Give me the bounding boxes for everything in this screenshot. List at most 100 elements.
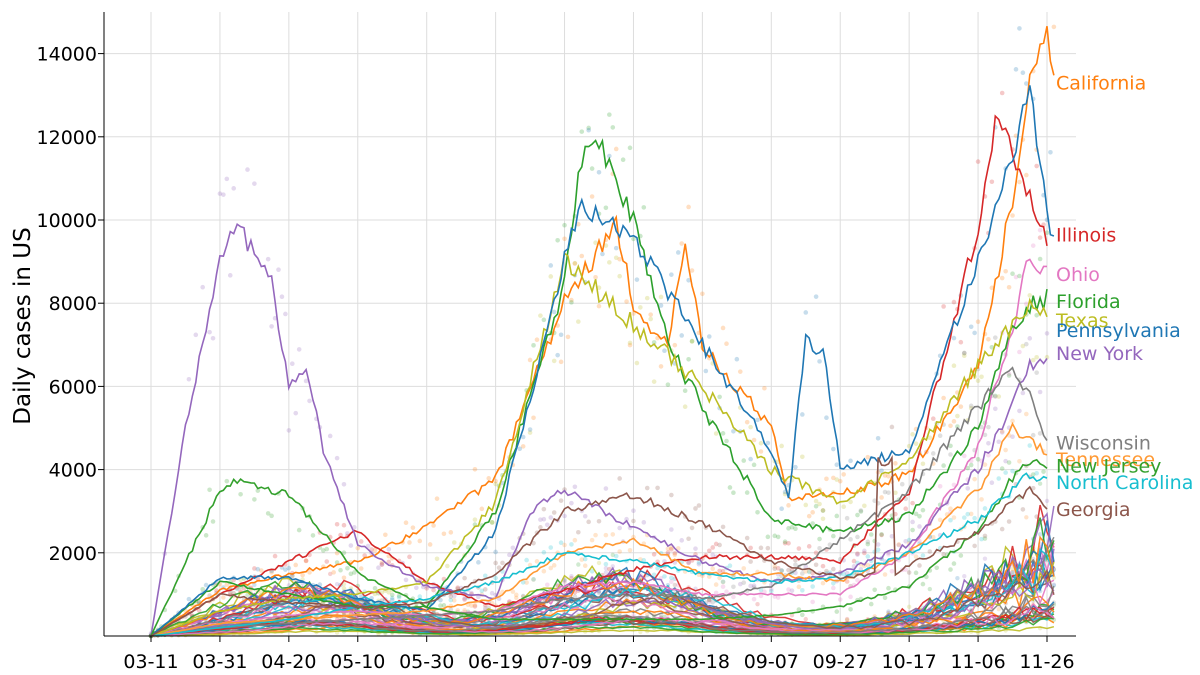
series-point — [844, 515, 850, 521]
series-point — [1034, 163, 1039, 169]
series-point — [720, 524, 726, 530]
series-point — [937, 517, 943, 523]
series-point — [758, 545, 764, 551]
series-point — [913, 511, 919, 517]
series-point — [448, 597, 454, 603]
series-point — [706, 599, 712, 604]
series-point — [224, 582, 230, 587]
series-point — [882, 572, 888, 577]
background-point — [631, 612, 636, 618]
series-point — [775, 534, 781, 540]
series-point — [331, 570, 336, 575]
series-point — [948, 567, 953, 572]
series-point — [586, 519, 591, 525]
state-label-north-carolina: North Carolina — [1056, 472, 1193, 494]
series-point — [572, 261, 578, 266]
series-point — [424, 586, 429, 591]
series-point — [341, 481, 347, 487]
series-point — [948, 423, 953, 429]
series-point — [224, 478, 230, 484]
series-point — [782, 540, 788, 546]
labelled-state-lines — [150, 26, 1055, 637]
series-point — [1044, 230, 1050, 236]
series-point — [482, 587, 488, 592]
series-point — [352, 525, 357, 530]
series-point — [613, 255, 619, 261]
series-point — [534, 559, 540, 564]
series-point — [1020, 70, 1026, 76]
series-point — [358, 539, 364, 544]
series-point — [579, 253, 585, 259]
series-line-georgia — [150, 454, 1048, 637]
series-point — [1017, 26, 1022, 31]
series-point — [348, 543, 354, 548]
series-point — [527, 427, 533, 432]
series-point — [1006, 373, 1012, 378]
series-point — [875, 435, 881, 441]
series-point — [1017, 349, 1022, 355]
series-point — [493, 481, 498, 487]
series-point — [613, 553, 619, 559]
series-point — [955, 413, 960, 419]
series-point — [1010, 213, 1015, 218]
background-point — [334, 582, 340, 587]
x-tick-label: 04-20 — [261, 651, 316, 673]
series-point — [613, 245, 619, 251]
series-point — [438, 603, 443, 608]
series-point — [272, 553, 278, 559]
series-point — [210, 519, 216, 524]
series-point — [920, 507, 926, 513]
series-point — [603, 561, 609, 567]
series-point — [961, 350, 967, 356]
background-point — [562, 578, 567, 583]
background-point — [610, 564, 615, 569]
series-point — [706, 548, 712, 554]
series-point — [238, 491, 243, 497]
series-point — [993, 393, 998, 399]
series-point — [817, 359, 822, 364]
series-point — [803, 502, 809, 508]
series-line-new-jersey — [150, 458, 1048, 637]
series-point — [562, 222, 567, 228]
series-point — [386, 590, 392, 595]
series-point — [1027, 443, 1033, 448]
series-point — [1044, 331, 1050, 336]
series-point — [986, 336, 991, 342]
background-point — [1010, 569, 1015, 575]
series-point — [548, 565, 554, 571]
x-tick-label: 07-09 — [537, 651, 592, 673]
series-point — [689, 268, 695, 273]
series-point — [882, 473, 888, 478]
background-state-line — [150, 505, 1055, 635]
series-point — [641, 558, 647, 563]
series-point — [517, 446, 523, 452]
series-point — [806, 544, 812, 549]
series-point — [662, 574, 667, 579]
series-point — [207, 329, 212, 335]
series-point — [793, 464, 798, 470]
series-point — [569, 297, 574, 303]
series-point — [431, 587, 436, 593]
series-point — [462, 575, 467, 581]
series-point — [796, 546, 802, 551]
series-point — [800, 454, 805, 460]
series-point — [941, 552, 946, 557]
series-point — [582, 563, 588, 569]
series-point — [479, 588, 485, 594]
series-point — [806, 569, 812, 575]
series-point — [1027, 336, 1033, 341]
series-point — [886, 585, 891, 591]
series-point — [903, 538, 909, 544]
series-point — [448, 594, 454, 599]
background-point — [679, 607, 684, 612]
series-point — [679, 241, 685, 246]
series-point — [658, 303, 664, 308]
state-label-new-york: New York — [1056, 343, 1143, 365]
series-point — [951, 335, 957, 341]
background-point — [982, 556, 988, 561]
series-point — [610, 125, 616, 130]
series-point — [748, 456, 753, 462]
series-point — [300, 572, 305, 578]
series-point — [862, 503, 867, 509]
series-point — [968, 324, 974, 330]
